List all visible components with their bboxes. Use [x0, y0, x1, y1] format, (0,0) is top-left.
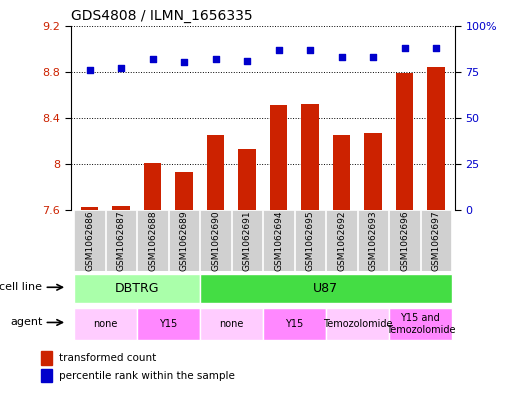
Text: GSM1062687: GSM1062687 — [117, 210, 126, 271]
Bar — [41, 369, 52, 382]
Point — [243, 57, 251, 64]
Text: agent: agent — [10, 318, 42, 327]
Text: GSM1062688: GSM1062688 — [148, 210, 157, 271]
FancyBboxPatch shape — [326, 210, 357, 271]
Bar — [396, 73, 413, 210]
Point — [275, 46, 283, 53]
Text: Y15: Y15 — [285, 319, 303, 329]
Bar — [301, 104, 319, 210]
FancyBboxPatch shape — [200, 308, 263, 340]
Bar — [144, 163, 161, 210]
FancyBboxPatch shape — [326, 308, 389, 340]
Text: GSM1062696: GSM1062696 — [400, 210, 409, 271]
Bar — [81, 207, 98, 210]
FancyBboxPatch shape — [74, 274, 200, 303]
Text: GSM1062697: GSM1062697 — [431, 210, 440, 271]
FancyBboxPatch shape — [263, 308, 326, 340]
FancyBboxPatch shape — [390, 210, 420, 271]
Point — [337, 54, 346, 60]
FancyBboxPatch shape — [421, 210, 451, 271]
Point — [306, 46, 314, 53]
Bar — [365, 133, 382, 210]
FancyBboxPatch shape — [138, 210, 168, 271]
Point — [117, 65, 125, 71]
FancyBboxPatch shape — [200, 274, 452, 303]
Text: none: none — [219, 319, 244, 329]
Text: percentile rank within the sample: percentile rank within the sample — [59, 371, 235, 380]
Text: none: none — [93, 319, 118, 329]
FancyBboxPatch shape — [137, 308, 200, 340]
Point — [369, 54, 377, 60]
Text: transformed count: transformed count — [59, 353, 156, 363]
FancyBboxPatch shape — [389, 308, 452, 340]
Bar — [175, 172, 192, 210]
Text: GSM1062693: GSM1062693 — [369, 210, 378, 271]
Bar — [270, 105, 287, 210]
Text: GSM1062686: GSM1062686 — [85, 210, 94, 271]
Point — [85, 67, 94, 73]
Point — [149, 56, 157, 62]
Text: GSM1062691: GSM1062691 — [243, 210, 252, 271]
FancyBboxPatch shape — [169, 210, 199, 271]
FancyBboxPatch shape — [358, 210, 388, 271]
FancyBboxPatch shape — [295, 210, 325, 271]
FancyBboxPatch shape — [74, 210, 105, 271]
Text: GSM1062689: GSM1062689 — [179, 210, 188, 271]
FancyBboxPatch shape — [106, 210, 136, 271]
Text: Temozolomide: Temozolomide — [323, 319, 392, 329]
Text: DBTRG: DBTRG — [115, 282, 159, 296]
Text: Y15: Y15 — [159, 319, 177, 329]
Bar — [112, 206, 130, 210]
Text: cell line: cell line — [0, 282, 42, 292]
Text: GSM1062690: GSM1062690 — [211, 210, 220, 271]
Point — [432, 44, 440, 51]
Bar — [207, 135, 224, 210]
Bar — [41, 351, 52, 365]
Text: U87: U87 — [313, 282, 338, 296]
FancyBboxPatch shape — [74, 308, 137, 340]
Point — [211, 56, 220, 62]
FancyBboxPatch shape — [200, 210, 231, 271]
Bar — [333, 135, 350, 210]
FancyBboxPatch shape — [264, 210, 294, 271]
Bar — [427, 67, 445, 210]
Text: GSM1062695: GSM1062695 — [305, 210, 314, 271]
Text: Y15 and
Temozolomide: Y15 and Temozolomide — [385, 314, 455, 335]
Text: GSM1062694: GSM1062694 — [274, 211, 283, 271]
Point — [401, 44, 409, 51]
Text: GDS4808 / ILMN_1656335: GDS4808 / ILMN_1656335 — [71, 9, 252, 23]
FancyBboxPatch shape — [232, 210, 262, 271]
Bar — [238, 149, 256, 210]
Text: GSM1062692: GSM1062692 — [337, 211, 346, 271]
Point — [180, 59, 188, 66]
